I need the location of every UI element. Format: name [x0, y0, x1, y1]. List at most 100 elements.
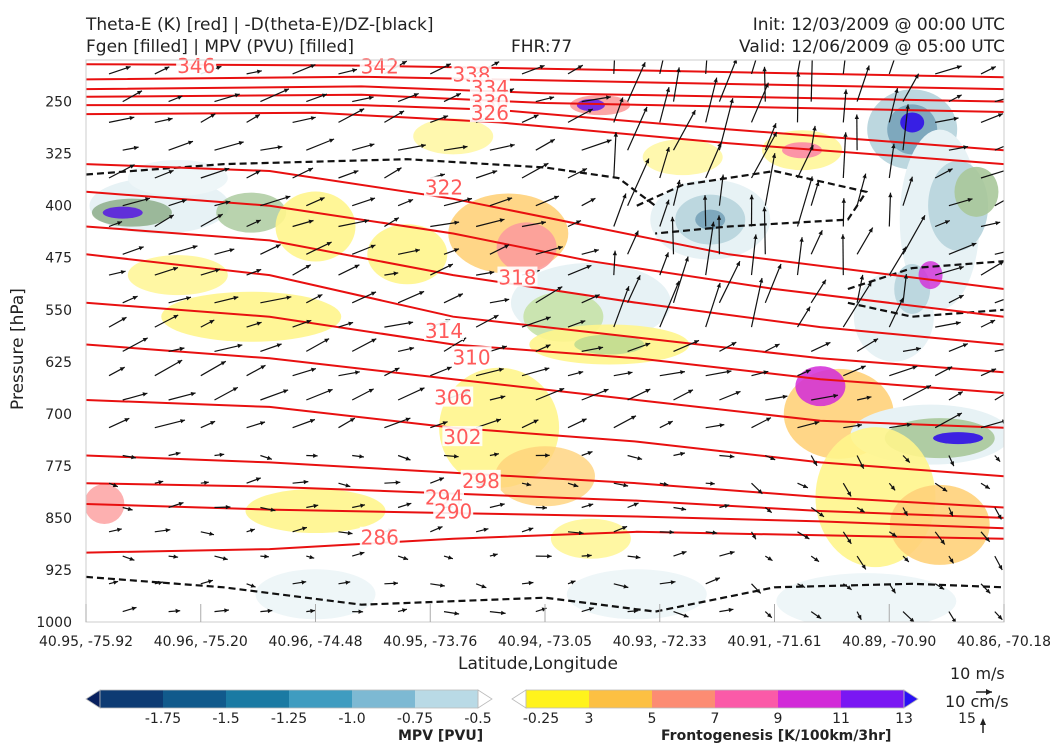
theta-e-line	[86, 163, 1004, 290]
wind-vector-head	[142, 392, 148, 397]
theta-e-line	[86, 63, 1004, 79]
wind-vector-head	[132, 296, 138, 300]
wind-vector-head	[1005, 168, 1010, 172]
wind-vector-head	[808, 176, 814, 182]
wind-vector-head	[499, 218, 505, 223]
wind-vector-head	[814, 421, 820, 426]
x-axis-label: Latitude,Longitude	[458, 654, 618, 674]
wind-vector-head	[275, 244, 281, 249]
wind-vector-head	[763, 370, 769, 375]
wind-vector-head	[500, 395, 506, 400]
wind-vector-head	[627, 371, 633, 376]
wind-vector-head	[217, 214, 223, 219]
wind-vector	[672, 109, 696, 151]
wind-vector	[902, 273, 907, 303]
wind-vector-head	[446, 366, 452, 371]
wind-vector-head	[582, 168, 587, 173]
wind-vector	[704, 195, 707, 227]
wind-vector-head	[796, 72, 801, 77]
wind-vector-head	[957, 391, 963, 396]
wind-vector-head	[277, 145, 283, 150]
wind-vector-head	[142, 337, 148, 342]
wind-vector	[613, 193, 627, 227]
dthetae-dz-line	[636, 169, 869, 235]
wind-vector-head	[393, 271, 399, 276]
wind-vector	[994, 348, 1004, 352]
wind-vector-head	[210, 113, 216, 118]
wind-vector	[810, 279, 827, 304]
wind-vector	[810, 60, 813, 102]
wind-vector-head	[421, 143, 426, 148]
colorbar-tick-label: 15	[958, 711, 976, 727]
wind-vector-head	[710, 221, 716, 227]
wind-vector-head	[455, 93, 461, 98]
wind-vector	[811, 394, 839, 401]
wind-vector-head	[857, 423, 862, 428]
wind-vector-head	[168, 170, 174, 175]
theta-e-line	[86, 399, 1004, 478]
wind-vector-head	[545, 453, 550, 458]
wind-vector-head	[676, 67, 681, 73]
wind-vector-head	[454, 220, 460, 225]
wind-vector-head	[405, 456, 411, 461]
wind-vector	[475, 368, 504, 377]
wind-vector-head	[680, 451, 685, 457]
wind-vector-head	[493, 315, 499, 320]
colorbar-end	[85, 689, 101, 709]
wind-vector-head	[1016, 94, 1021, 98]
theta-e-line	[86, 190, 1004, 318]
wind-vector-head	[370, 244, 376, 249]
wind-vector	[627, 275, 641, 304]
wind-vector-head	[233, 295, 239, 301]
wind-vector-head	[266, 455, 272, 460]
wind-vector-head	[962, 343, 968, 348]
colorbar-tick-label: 13	[895, 711, 913, 727]
wind-vector	[581, 96, 611, 103]
wind-vector-head	[125, 66, 131, 71]
wind-vector-head	[710, 481, 715, 486]
wind-vector	[521, 316, 551, 328]
wind-vector-head	[348, 321, 354, 326]
wind-vector	[567, 108, 594, 123]
wind-vector-head	[958, 295, 964, 300]
y-tick-label: 475	[45, 251, 72, 267]
wind-vector-head	[402, 608, 407, 613]
wind-vector-head	[635, 555, 641, 560]
wind-vector	[659, 280, 680, 328]
wind-vector-head	[352, 68, 357, 73]
wind-vector-head	[947, 168, 953, 173]
wind-vector	[888, 192, 892, 227]
wind-vector-head	[177, 360, 183, 365]
wind-vector-head	[255, 219, 261, 224]
wind-vector-head	[873, 338, 879, 343]
wind-vector	[154, 419, 186, 429]
title-line-2: Fgen [filled] | MPV (PVU) [filled]	[86, 37, 355, 57]
wind-vector-head	[586, 265, 592, 270]
wind-vector-head	[209, 531, 214, 536]
theta-e-label: 298	[462, 469, 500, 493]
wind-vector-head	[956, 65, 962, 70]
x-tick-label: 40.94, -73.05	[498, 634, 592, 650]
wind-vector-head	[419, 387, 425, 392]
wind-vector-head	[419, 291, 425, 296]
wind-vector-head	[489, 270, 495, 275]
wind-vector-head	[816, 614, 822, 619]
wind-vector-head	[971, 242, 977, 247]
colorbar-tick-label: 9	[774, 711, 783, 727]
theta-e-label-bg	[451, 346, 492, 367]
wind-vector	[673, 339, 700, 352]
wind-vector-head	[327, 389, 333, 394]
theta-e-line	[86, 454, 1004, 509]
wind-vector-head	[729, 550, 735, 556]
wind-vector-head	[409, 346, 415, 351]
wind-vector-head	[894, 88, 899, 93]
wind-vector-head	[267, 608, 273, 614]
wind-vector-head	[810, 48, 814, 53]
wind-vector-head	[949, 461, 954, 467]
wind-vector-head	[681, 506, 687, 511]
wind-vector	[764, 263, 782, 304]
wind-vector-head	[499, 502, 505, 507]
colorbar-tick-label: -0.75	[397, 711, 433, 727]
wind-vector-head	[729, 454, 735, 459]
wind-vector	[306, 241, 332, 255]
